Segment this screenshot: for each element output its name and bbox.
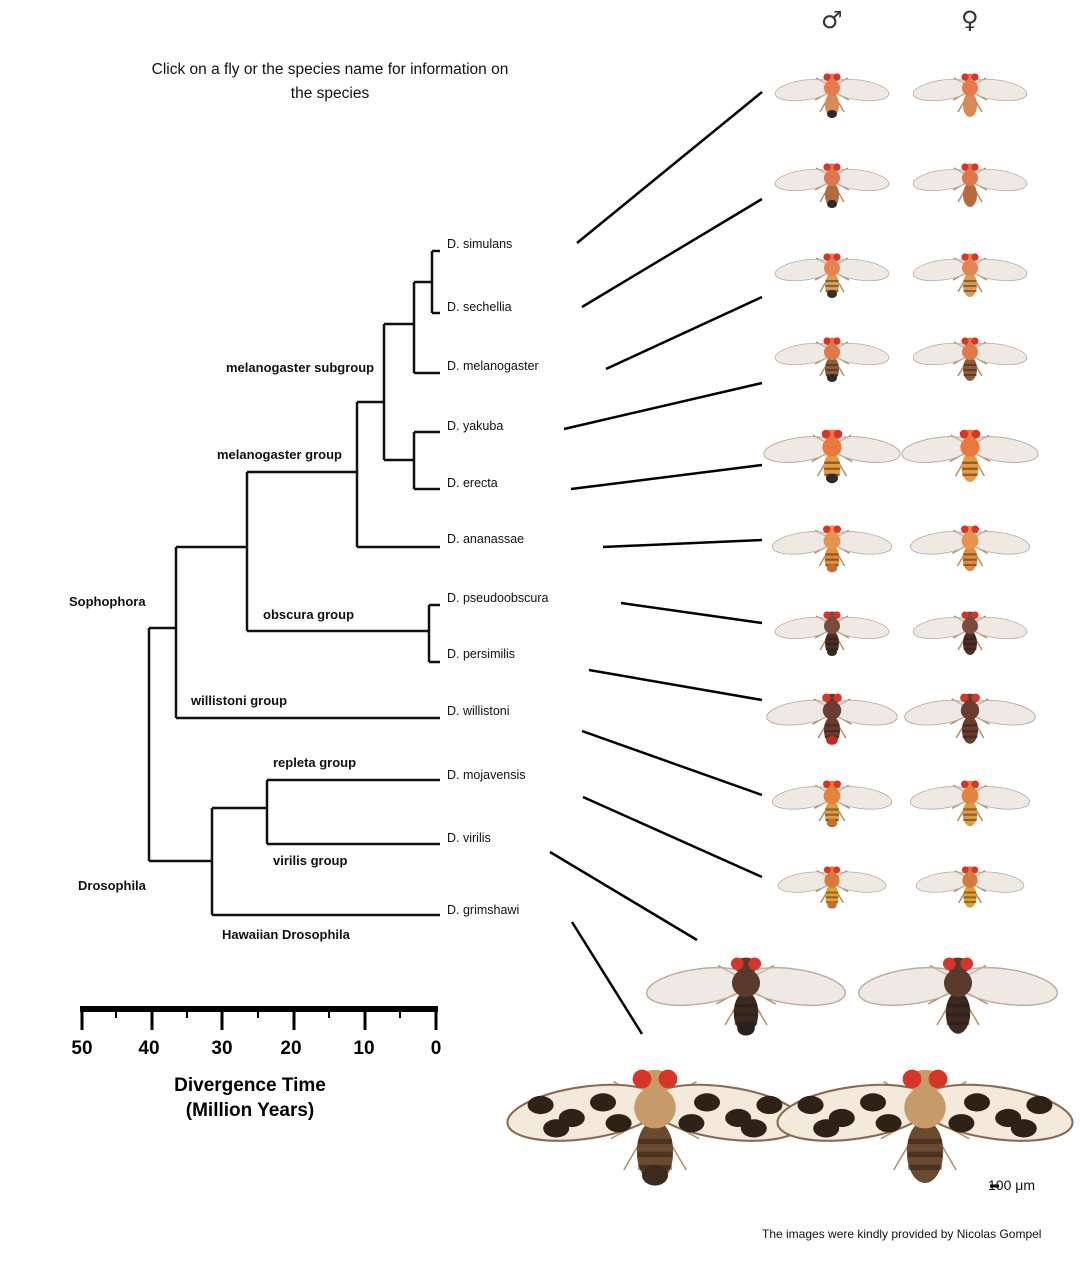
species-link-erecta[interactable]: D. erecta xyxy=(447,476,498,490)
branch-ananassae xyxy=(355,400,440,549)
fly-image-simulans-female[interactable] xyxy=(912,73,1028,117)
branch-melanogaster-group xyxy=(245,470,357,631)
connector-pseudoobscura xyxy=(620,601,763,625)
species-link-sechellia[interactable]: D. sechellia xyxy=(447,300,512,314)
connector-lines xyxy=(549,91,763,1035)
fly-image-mojavensis-female[interactable] xyxy=(915,866,1025,908)
species-link-grimshawi[interactable]: D. grimshawi xyxy=(447,903,520,917)
axis-title-line2: (Million Years) xyxy=(185,1100,315,1121)
fly-image-virilis-female[interactable] xyxy=(856,957,1059,1034)
axis-tick-label: 10 xyxy=(353,1038,374,1059)
branch-obscura-group xyxy=(247,603,440,664)
fly-image-sechellia-female[interactable] xyxy=(912,163,1028,207)
image-credit: The images were kindly provided by Nicol… xyxy=(762,1227,1042,1241)
fly-image-yakuba-male[interactable] xyxy=(774,337,890,382)
connector-erecta xyxy=(570,463,763,491)
fly-image-yakuba-female[interactable] xyxy=(912,337,1028,381)
branch-melanogaster-subgroup xyxy=(382,322,414,462)
axis-title-line1: Divergence Time xyxy=(174,1075,326,1096)
fly-image-erecta-female[interactable] xyxy=(900,429,1039,482)
fly-image-pseudoobscura-male[interactable] xyxy=(774,611,890,656)
connector-grimshawi xyxy=(570,921,644,1035)
fly-image-ananassae-male[interactable] xyxy=(771,525,893,573)
species-link-virilis[interactable]: D. virilis xyxy=(447,831,491,845)
branch-melanogaster-node xyxy=(412,280,440,375)
connector-virilis xyxy=(549,850,698,942)
species-link-ananassae[interactable]: D. ananassae xyxy=(447,532,525,546)
female-symbol: ♀ xyxy=(961,6,979,34)
fly-image-willistoni-male[interactable] xyxy=(771,780,893,828)
fly-image-simulans-male[interactable] xyxy=(774,73,890,118)
axis-tick-label: 30 xyxy=(211,1038,232,1059)
connector-yakuba xyxy=(563,381,763,431)
instruction-text: Click on a fly or the species name for i… xyxy=(151,61,509,102)
micron-scale-label: 100 μm xyxy=(988,1177,1035,1193)
phylogenetic-tree xyxy=(147,249,440,917)
group-label-hawaiian-drosophila: Hawaiian Drosophila xyxy=(222,927,350,942)
group-label-obscura-group: obscura group xyxy=(263,607,355,622)
connector-mojavensis xyxy=(582,795,763,879)
fly-image-pseudoobscura-female[interactable] xyxy=(912,611,1028,655)
species-link-pseudoobscura[interactable]: D. pseudoobscura xyxy=(447,591,549,605)
connector-sechellia xyxy=(581,197,763,309)
species-link-willistoni[interactable]: D. willistoni xyxy=(447,704,510,718)
axis-tick-label: 40 xyxy=(138,1038,159,1059)
group-label-repleta-group: repleta group xyxy=(273,755,357,770)
fly-image-mojavensis-male[interactable] xyxy=(777,866,887,909)
group-label-melanogaster-subgroup: melanogaster subgroup xyxy=(226,360,375,375)
axis-title: Divergence Time (Million Years) xyxy=(150,1073,350,1123)
fly-image-grimshawi-male[interactable] xyxy=(504,1069,806,1186)
connector-melanogaster xyxy=(605,295,763,371)
group-label-willistoni-group: willistoni group xyxy=(191,693,288,708)
branch-simulans-sechellia xyxy=(430,249,440,315)
axis-tick-labels: 50 40 30 20 10 0 xyxy=(71,1038,441,1059)
axis-tick-label: 20 xyxy=(280,1038,301,1059)
time-axis xyxy=(80,1006,438,1030)
connector-persimilis xyxy=(588,668,763,702)
species-link-mojavensis[interactable]: D. mojavensis xyxy=(447,768,526,782)
fly-images xyxy=(504,73,1076,1186)
fly-image-melanogaster-male[interactable] xyxy=(774,253,890,298)
connector-willistoni xyxy=(581,729,763,797)
axis-tick-label: 50 xyxy=(71,1038,92,1059)
group-label-sophophora: Sophophora xyxy=(69,594,146,609)
connector-ananassae xyxy=(602,538,763,549)
fly-image-persimilis-male[interactable] xyxy=(765,693,899,745)
species-link-melanogaster[interactable]: D. melanogaster xyxy=(447,359,539,373)
group-label-virilis-group: virilis group xyxy=(273,853,348,868)
fly-image-sechellia-male[interactable] xyxy=(774,163,890,208)
axis-tick-label: 0 xyxy=(431,1038,442,1059)
group-label-drosophila: Drosophila xyxy=(78,878,146,893)
connector-simulans xyxy=(576,91,763,244)
fly-image-willistoni-female[interactable] xyxy=(909,780,1031,827)
fly-image-virilis-male[interactable] xyxy=(644,957,847,1036)
fly-image-melanogaster-female[interactable] xyxy=(912,253,1028,297)
branch-yakuba-erecta xyxy=(412,430,440,491)
male-symbol: ♂ xyxy=(821,6,843,34)
species-link-yakuba[interactable]: D. yakuba xyxy=(447,419,504,433)
branch-root xyxy=(147,626,212,863)
species-link-simulans[interactable]: D. simulans xyxy=(447,237,513,251)
species-link-persimilis[interactable]: D. persimilis xyxy=(447,647,516,661)
fly-image-grimshawi-female[interactable] xyxy=(774,1069,1076,1183)
fly-image-persimilis-female[interactable] xyxy=(903,693,1037,744)
fly-image-ananassae-female[interactable] xyxy=(909,525,1031,572)
branch-repleta-virilis xyxy=(265,778,440,846)
fly-image-erecta-male[interactable] xyxy=(762,429,901,484)
branch-sophophora xyxy=(174,545,440,720)
group-label-melanogaster-group: melanogaster group xyxy=(217,447,342,462)
